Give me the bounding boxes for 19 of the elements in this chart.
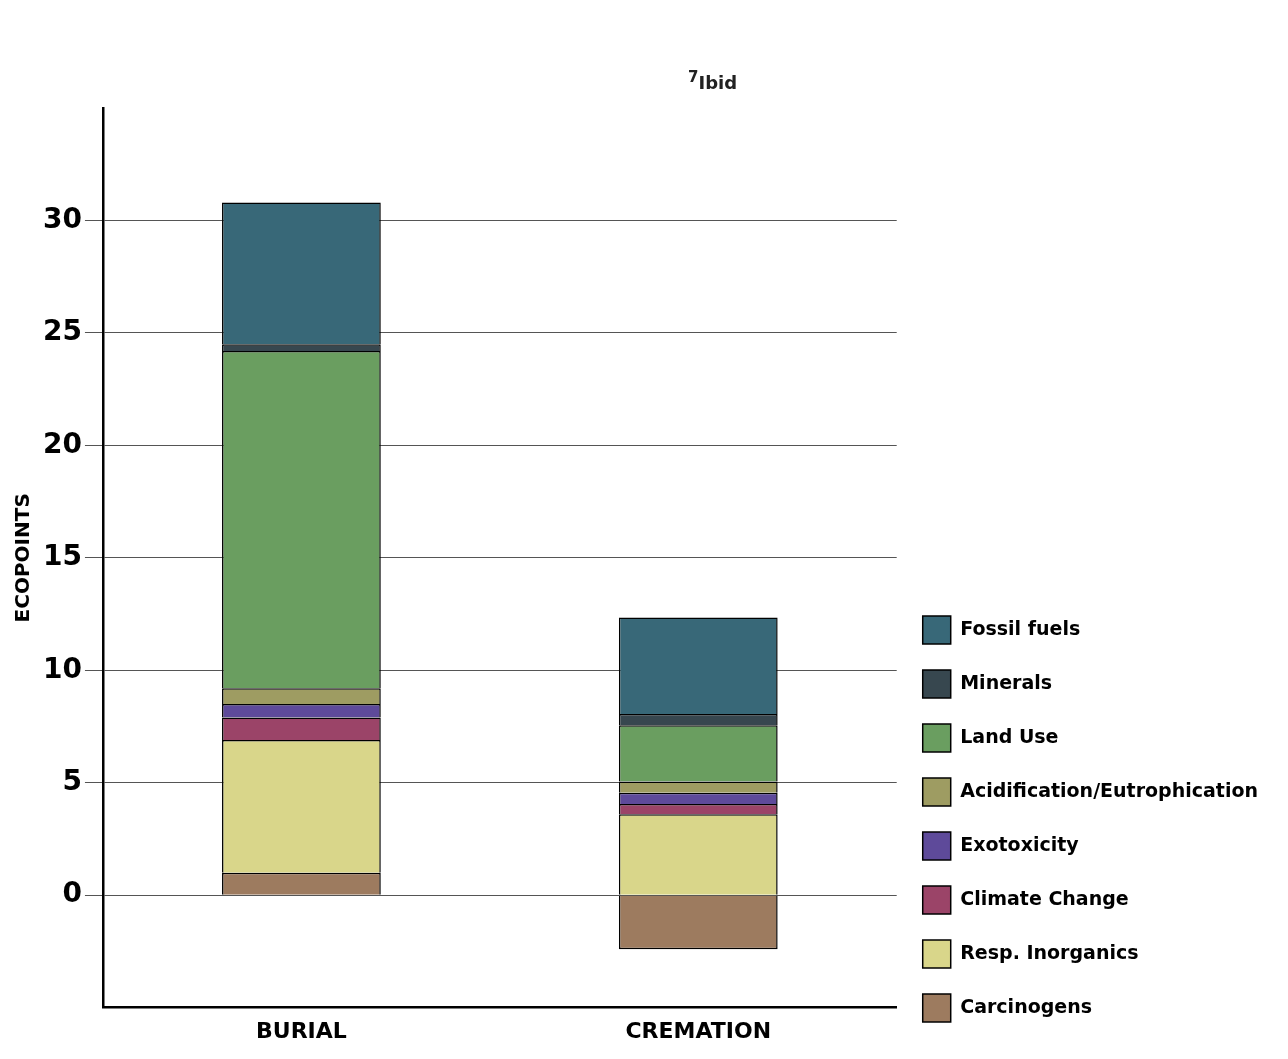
legend-label: Minerals [960,670,1053,693]
legend-label: Resp. Inorganics [960,940,1139,963]
y-tick-label: 10 [43,651,82,685]
legend-label: Acidification/Eutrophication [960,778,1259,801]
legend-label: Climate Change [960,886,1129,909]
legend-label: Exotoxicity [960,832,1080,855]
legend-label: Fossil fuels [960,616,1081,639]
legend-label: Carcinogens [960,994,1093,1017]
x-tick-label: BURIAL [256,1017,347,1043]
y-tick-label: 30 [43,201,82,235]
y-axis-title: ECOPOINTS [10,493,35,623]
x-tick-label: CREMATION [625,1017,772,1043]
y-tick-label: 0 [62,876,82,910]
text: $^{7}$Ibid [688,68,738,93]
legend-label: Land Use [960,724,1059,747]
y-tick-label: 25 [43,314,82,348]
y-tick-label: 5 [62,763,82,797]
y-tick-label: 15 [43,539,82,573]
y-tick-label: 20 [43,426,82,460]
